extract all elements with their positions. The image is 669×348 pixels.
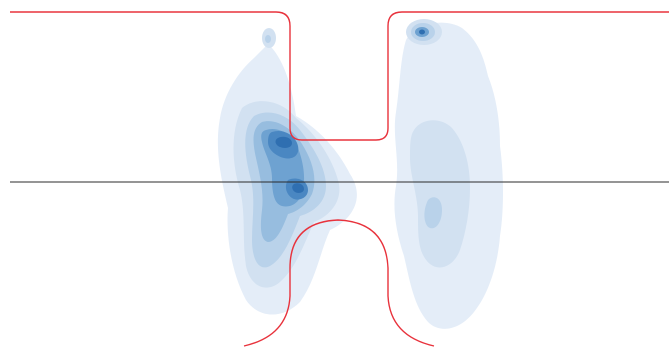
right-cluster-level-2 bbox=[410, 120, 470, 268]
top-left-speck-level-2 bbox=[265, 35, 271, 43]
right-cluster-level-3 bbox=[424, 197, 442, 229]
top-right-hotspot-level-4 bbox=[419, 29, 425, 35]
density-layer bbox=[217, 19, 503, 329]
outline-layer bbox=[10, 11, 669, 347]
upper-channel-outline bbox=[10, 11, 669, 141]
lower-channel-outline bbox=[243, 219, 435, 347]
left-cluster-level-7 bbox=[275, 136, 304, 193]
